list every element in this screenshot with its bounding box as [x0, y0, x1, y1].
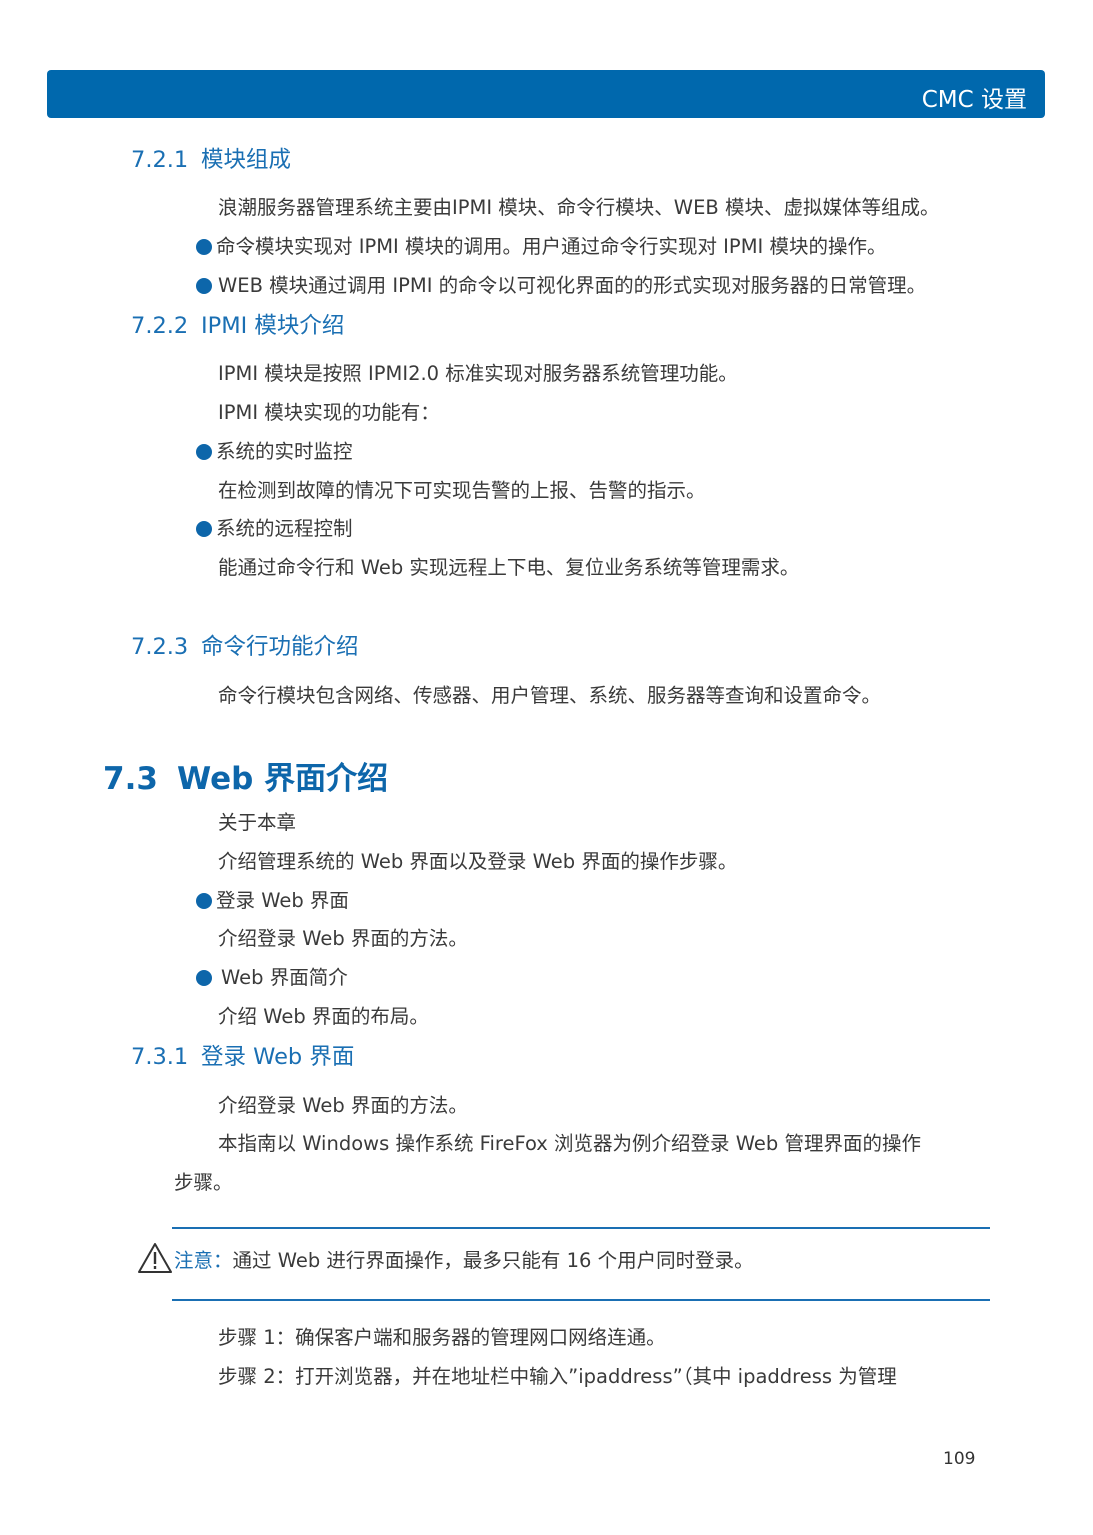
section-title: 登录 Web 界面 [201, 1044, 355, 1070]
section-number: 7.2.3 [131, 634, 189, 660]
bullet-dot-icon [196, 521, 212, 537]
section-title: IPMI 模块介绍 [201, 313, 345, 339]
paragraph: 在检测到故障的情况下可实现告警的上报、告警的指示。 [218, 479, 706, 502]
paragraph: 关于本章 [218, 811, 297, 834]
section-number: 7.3.1 [131, 1044, 189, 1070]
note-text: 通过 Web 进行界面操作，最多只能有 16 个用户同时登录。 [232, 1249, 754, 1272]
step-2: 步骤 2：打开浏览器，并在地址栏中输入”ipaddress”（其中 ipaddr… [218, 1365, 897, 1388]
section-title: 模块组成 [201, 147, 292, 173]
bullet-item: Web 界面简介 [221, 966, 348, 989]
section-heading-7-2-2: 7.2.2 IPMI 模块介绍 [131, 312, 344, 340]
paragraph: IPMI 模块是按照 IPMI2.0 标准实现对服务器系统管理功能。 [218, 362, 738, 385]
section-heading-7-3-1: 7.3.1 登录 Web 界面 [131, 1043, 354, 1071]
section-number: 7.3 [103, 761, 158, 797]
section-heading-7-2-1: 7.2.1 模块组成 [131, 146, 291, 174]
paragraph: 能通过命令行和 Web 实现远程上下电、复位业务系统等管理需求。 [218, 556, 800, 579]
section-heading-7-2-3: 7.2.3 命令行功能介绍 [131, 633, 359, 661]
bullet-item: 系统的远程控制 [216, 517, 353, 540]
bullet-dot-icon [196, 893, 212, 909]
note-top-rule [172, 1227, 990, 1229]
section-title: Web 界面介绍 [177, 761, 389, 797]
paragraph: 本指南以 Windows 操作系统 FireFox 浏览器为例介绍登录 Web … [218, 1132, 921, 1155]
warning-triangle-icon [138, 1243, 172, 1273]
paragraph: 介绍登录 Web 界面的方法。 [218, 927, 468, 950]
chapter-header-bar: CMC 设置 [47, 70, 1045, 118]
section-number: 7.2.1 [131, 147, 189, 173]
section-number: 7.2.2 [131, 313, 189, 339]
paragraph-continuation: 步骤。 [174, 1171, 233, 1194]
note: 注意：通过 Web 进行界面操作，最多只能有 16 个用户同时登录。 [174, 1249, 754, 1273]
note-label: 注意： [174, 1249, 233, 1272]
step-1: 步骤 1：确保客户端和服务器的管理网口网络连通。 [218, 1326, 666, 1349]
bullet-dot-icon [196, 444, 212, 460]
section-title: 命令行功能介绍 [201, 634, 359, 660]
bullet-item: 系统的实时监控 [216, 440, 353, 463]
paragraph: IPMI 模块实现的功能有： [218, 401, 440, 424]
bullet-item: 登录 Web 界面 [216, 889, 349, 912]
bullet-dot-icon [196, 970, 212, 986]
section-heading-7-3: 7.3 Web 界面介绍 [103, 760, 388, 798]
paragraph: 介绍 Web 界面的布局。 [218, 1005, 429, 1028]
paragraph: 介绍登录 Web 界面的方法。 [218, 1094, 468, 1117]
bullet-item: 命令模块实现对 IPMI 模块的调用。用户通过命令行实现对 IPMI 模块的操作… [216, 235, 887, 258]
bullet-item: WEB 模块通过调用 IPMI 的命令以可视化界面的的形式实现对服务器的日常管理… [218, 274, 927, 297]
page-number: 109 [943, 1449, 976, 1469]
bullet-dot-icon [196, 278, 212, 294]
paragraph: 浪潮服务器管理系统主要由IPMI 模块、命令行模块、WEB 模块、虚拟媒体等组成… [218, 196, 940, 219]
note-bottom-rule [172, 1299, 990, 1301]
chapter-title: CMC 设置 [921, 87, 1027, 113]
bullet-dot-icon [196, 239, 212, 255]
paragraph: 介绍管理系统的 Web 界面以及登录 Web 界面的操作步骤。 [218, 850, 738, 873]
paragraph: 命令行模块包含网络、传感器、用户管理、系统、服务器等查询和设置命令。 [218, 684, 882, 707]
